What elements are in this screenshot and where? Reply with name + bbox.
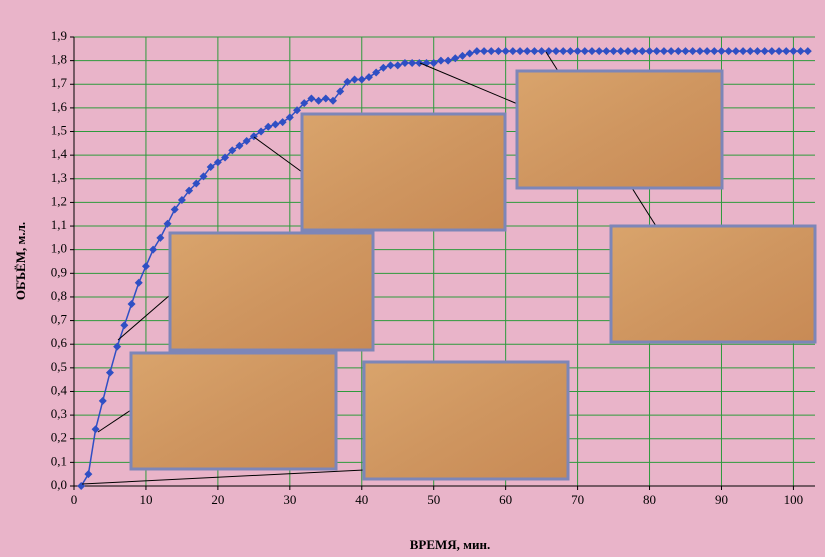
x-tick-label: 100 (784, 492, 804, 507)
x-axis-title: ВРЕМЯ, мин. (410, 537, 491, 552)
x-tick-label: 90 (715, 492, 728, 507)
x-tick-label: 70 (571, 492, 584, 507)
y-tick-label: 1,7 (51, 75, 68, 90)
y-tick-label: 0,5 (51, 359, 67, 374)
photo (131, 353, 336, 469)
y-axis-title: ОБЪЁМ, м.л. (13, 222, 28, 300)
y-tick-label: 0,1 (51, 453, 67, 468)
y-tick-label: 1,0 (51, 241, 67, 256)
chart: ВРЕМЯ, мин. ОБЪЁМ, м.л. 0,0 0,1 0,2 0,3 0,4 0… (0, 0, 825, 557)
y-tick-label: 0,6 (51, 335, 68, 350)
y-tick-label: 1,5 (51, 123, 67, 138)
x-tick-label: 10 (139, 492, 152, 507)
y-tick-label: 1,1 (51, 217, 67, 232)
x-tick-label: 50 (427, 492, 440, 507)
y-tick-label: 1,2 (51, 193, 67, 208)
photo (611, 226, 815, 342)
y-tick-label: 0,0 (51, 477, 67, 492)
y-tick-label: 0,3 (51, 406, 67, 421)
y-tick-label: 0,4 (51, 382, 68, 397)
y-tick-label: 1,3 (51, 170, 67, 185)
y-tick-label: 0,2 (51, 430, 67, 445)
x-tick-label: 80 (643, 492, 656, 507)
x-tick-label: 30 (283, 492, 296, 507)
y-tick-label: 0,8 (51, 288, 67, 303)
y-tick-label: 0,9 (51, 264, 67, 279)
x-tick-label: 0 (71, 492, 78, 507)
photo (170, 233, 373, 350)
y-tick-label: 1,8 (51, 52, 67, 67)
photo (302, 114, 505, 230)
photo (517, 71, 722, 188)
y-tick-label: 1,6 (51, 99, 68, 114)
photo (364, 362, 568, 479)
x-tick-label: 20 (211, 492, 224, 507)
x-tick-label: 60 (499, 492, 512, 507)
y-tick-label: 1,4 (51, 146, 68, 161)
y-tick-label: 1,9 (51, 28, 67, 43)
y-tick-label: 0,7 (51, 312, 68, 327)
x-tick-label: 40 (355, 492, 368, 507)
